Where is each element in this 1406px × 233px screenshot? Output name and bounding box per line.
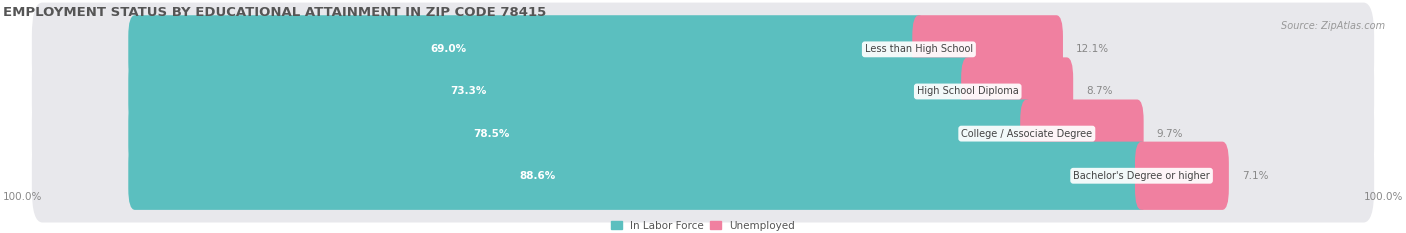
FancyBboxPatch shape [1135, 142, 1229, 210]
FancyBboxPatch shape [128, 57, 974, 126]
FancyBboxPatch shape [128, 15, 925, 83]
Legend: In Labor Force, Unemployed: In Labor Force, Unemployed [612, 221, 794, 230]
Text: 100.0%: 100.0% [1364, 192, 1403, 202]
FancyBboxPatch shape [32, 129, 1374, 223]
FancyBboxPatch shape [32, 87, 1374, 180]
Text: High School Diploma: High School Diploma [917, 86, 1018, 96]
FancyBboxPatch shape [912, 15, 1063, 83]
Text: 100.0%: 100.0% [3, 192, 42, 202]
FancyBboxPatch shape [128, 142, 1149, 210]
Text: Bachelor's Degree or higher: Bachelor's Degree or higher [1073, 171, 1211, 181]
FancyBboxPatch shape [128, 99, 1033, 168]
FancyBboxPatch shape [962, 57, 1073, 126]
Text: 7.1%: 7.1% [1241, 171, 1268, 181]
Text: Source: ZipAtlas.com: Source: ZipAtlas.com [1281, 21, 1385, 31]
Text: 69.0%: 69.0% [430, 44, 467, 54]
FancyBboxPatch shape [32, 3, 1374, 96]
Text: Less than High School: Less than High School [865, 44, 973, 54]
Text: 73.3%: 73.3% [450, 86, 486, 96]
Text: 12.1%: 12.1% [1076, 44, 1109, 54]
Text: EMPLOYMENT STATUS BY EDUCATIONAL ATTAINMENT IN ZIP CODE 78415: EMPLOYMENT STATUS BY EDUCATIONAL ATTAINM… [3, 6, 546, 19]
Text: College / Associate Degree: College / Associate Degree [962, 129, 1092, 139]
FancyBboxPatch shape [32, 45, 1374, 138]
Text: 8.7%: 8.7% [1087, 86, 1114, 96]
Text: 88.6%: 88.6% [519, 171, 555, 181]
Text: 78.5%: 78.5% [474, 129, 510, 139]
FancyBboxPatch shape [1021, 99, 1143, 168]
Text: 9.7%: 9.7% [1157, 129, 1184, 139]
